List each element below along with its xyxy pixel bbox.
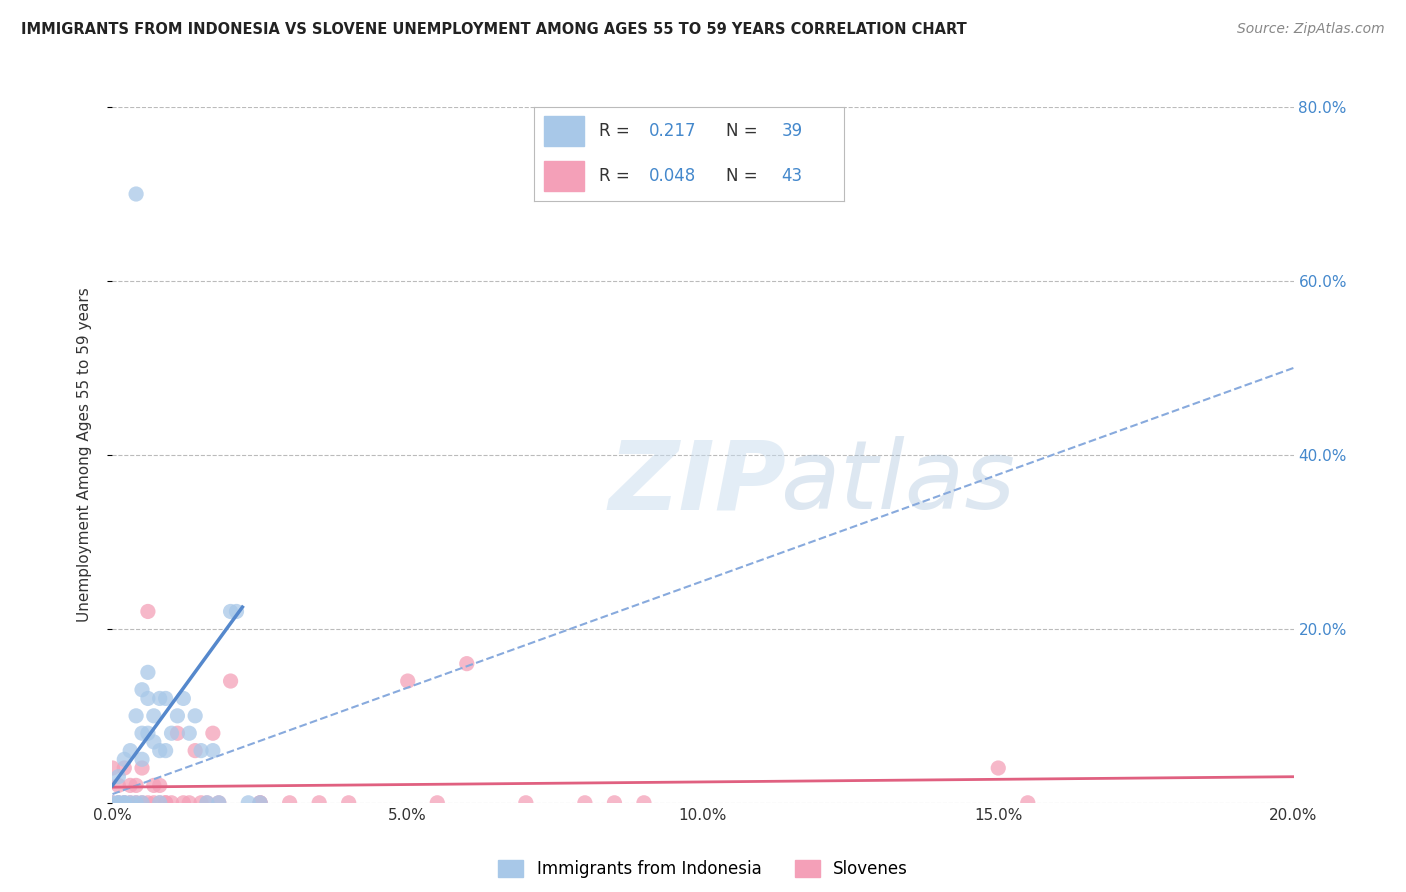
Point — [208, 796, 231, 810]
Point — [149, 796, 172, 810]
FancyBboxPatch shape — [544, 161, 583, 191]
Point — [195, 796, 218, 810]
Point — [238, 796, 260, 810]
Point — [987, 761, 1010, 775]
Text: R =: R = — [599, 122, 641, 140]
Text: 39: 39 — [782, 122, 803, 140]
Point — [219, 605, 242, 619]
Text: R =: R = — [599, 168, 641, 186]
Point — [131, 752, 153, 766]
Point — [574, 796, 596, 810]
Point — [142, 796, 165, 810]
Point — [190, 796, 212, 810]
Point — [136, 605, 159, 619]
Point — [308, 796, 330, 810]
Point — [603, 796, 626, 810]
Point — [337, 796, 360, 810]
Point — [249, 796, 271, 810]
Point — [149, 691, 172, 706]
Point — [249, 796, 271, 810]
Point — [131, 796, 153, 810]
Point — [125, 796, 148, 810]
Point — [179, 796, 201, 810]
Text: 43: 43 — [782, 168, 803, 186]
Point — [107, 796, 129, 810]
Point — [136, 665, 159, 680]
Point — [426, 796, 449, 810]
Point — [149, 778, 172, 792]
Point — [136, 691, 159, 706]
Point — [160, 726, 183, 740]
Point — [160, 796, 183, 810]
Point — [112, 796, 135, 810]
Point — [225, 605, 247, 619]
Point — [112, 752, 135, 766]
Point — [107, 770, 129, 784]
Point — [107, 778, 129, 792]
Text: N =: N = — [725, 168, 763, 186]
Point — [515, 796, 537, 810]
Point — [120, 796, 142, 810]
Point — [172, 691, 194, 706]
Point — [142, 735, 165, 749]
Point — [136, 796, 159, 810]
Text: 0.048: 0.048 — [648, 168, 696, 186]
Point — [456, 657, 478, 671]
Point — [208, 796, 231, 810]
Point — [179, 726, 201, 740]
Text: N =: N = — [725, 122, 763, 140]
Point — [101, 796, 124, 810]
Point — [125, 708, 148, 723]
Point — [201, 726, 224, 740]
Point — [120, 744, 142, 758]
Point — [396, 674, 419, 689]
Point — [101, 796, 124, 810]
Point — [149, 744, 172, 758]
Point — [131, 726, 153, 740]
Legend: Immigrants from Indonesia, Slovenes: Immigrants from Indonesia, Slovenes — [492, 854, 914, 885]
Point — [142, 778, 165, 792]
Point — [184, 744, 207, 758]
Point — [155, 796, 177, 810]
FancyBboxPatch shape — [544, 116, 583, 146]
Point — [107, 796, 129, 810]
Point — [155, 691, 177, 706]
Point — [107, 796, 129, 810]
Point — [155, 796, 177, 810]
Point — [201, 744, 224, 758]
Point — [125, 187, 148, 202]
Point — [166, 708, 188, 723]
Point — [219, 674, 242, 689]
Point — [131, 682, 153, 697]
Text: 0.217: 0.217 — [648, 122, 696, 140]
Text: Source: ZipAtlas.com: Source: ZipAtlas.com — [1237, 22, 1385, 37]
Point — [112, 796, 135, 810]
Point — [120, 796, 142, 810]
Point — [149, 796, 172, 810]
Point — [125, 796, 148, 810]
Text: IMMIGRANTS FROM INDONESIA VS SLOVENE UNEMPLOYMENT AMONG AGES 55 TO 59 YEARS CORR: IMMIGRANTS FROM INDONESIA VS SLOVENE UNE… — [21, 22, 967, 37]
Point — [131, 761, 153, 775]
Point — [633, 796, 655, 810]
Point — [172, 796, 194, 810]
Point — [112, 796, 135, 810]
Point — [1017, 796, 1039, 810]
Text: ZIP: ZIP — [609, 436, 786, 529]
Point — [278, 796, 301, 810]
Y-axis label: Unemployment Among Ages 55 to 59 years: Unemployment Among Ages 55 to 59 years — [77, 287, 91, 623]
Point — [131, 796, 153, 810]
Point — [166, 726, 188, 740]
Text: atlas: atlas — [780, 436, 1015, 529]
Point — [249, 796, 271, 810]
Point — [125, 778, 148, 792]
Point — [142, 708, 165, 723]
Point — [184, 708, 207, 723]
Point — [112, 761, 135, 775]
Point — [155, 744, 177, 758]
Point — [190, 744, 212, 758]
Point — [195, 796, 218, 810]
Point — [120, 778, 142, 792]
Point — [136, 726, 159, 740]
Point — [101, 761, 124, 775]
